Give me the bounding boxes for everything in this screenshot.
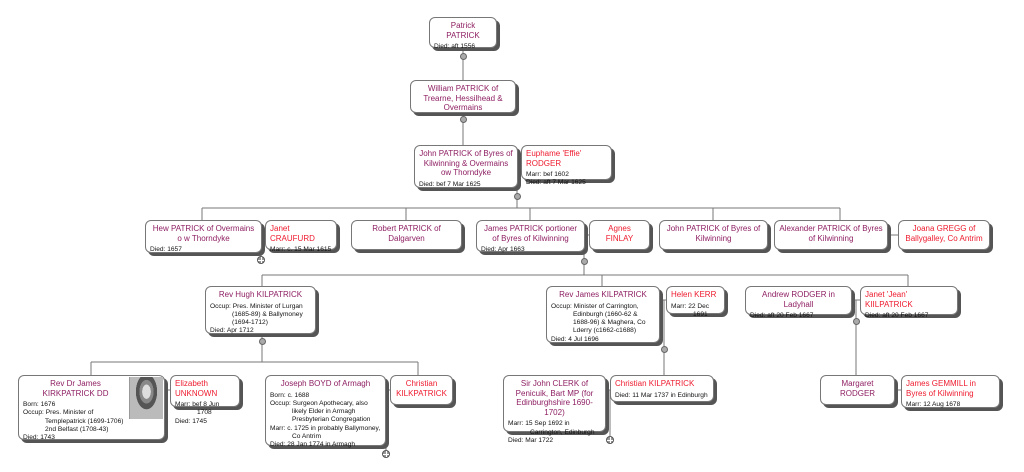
person-name: Janet 'Jean' KIILPATRICK [865,290,913,309]
person-name: Andrew RODGER in Ladyhall [762,290,835,309]
person-detail: Died: Apr 1712 [210,327,254,335]
person-detail: Died: Mar 1722 [508,436,554,444]
person-detail: Marr: bef 8 Jun 1708 [175,401,220,417]
person-detail: Died: 4 Jul 1696 [551,335,599,343]
person-name: Robert PATRICK of Dalgarven [372,224,441,243]
person-detail: Died: aft 7 Mar 1625 [526,179,586,187]
family-connector-knob[interactable] [853,318,860,325]
person-name: Alexander PATRICK of Byres of Kilwinning [779,224,883,243]
family-connector-knob[interactable] [460,53,467,60]
person-detail: Died: 11 Mar 1737 in Edinburgh [615,391,708,399]
person-card-hugh[interactable]: Rev Hugh KILPATRICK Occup: Pres. Minister… [205,286,316,334]
person-card-james1[interactable]: James PATRICK portioner of Byres of Kilw… [476,220,585,254]
person-name: John PATRICK of Byres of Kilwinning & Ov… [419,149,513,178]
person-detail: Occup: Pres. Minister of Templepatrick (… [23,409,124,433]
person-card-janetj[interactable]: Janet 'Jean' KIILPATRICK Died: aft 20 Feb… [860,286,958,319]
expand-descendants-icon[interactable] [382,450,390,458]
person-name: James GEMMILL in Byres of Kilwinning [906,379,976,398]
person-card-elizabeth[interactable]: Elizabeth UNKNOWN Marr: bef 8 Jun 1708 Die… [170,375,240,425]
person-name: Rev Dr James KIRKPATRICK DD [42,379,109,398]
person-card-euphame[interactable]: Euphame 'Effie' RODGER Marr: bef 1602 Died… [521,145,612,186]
person-detail: Occup: Surgeon Apothecary, also likely E… [270,399,371,424]
person-name: Elizabeth UNKNOWN [175,379,218,398]
person-name: Christian KILKPATRICK [396,379,447,398]
person-detail: Died: 1657 [150,246,182,254]
person-card-clerk[interactable]: Sir John CLERK of Penicuik, Bart MP (for… [503,375,606,444]
person-card-margaret[interactable]: Margaret RODGER [820,375,895,405]
person-card-joana[interactable]: Joana GREGG of Ballygalley, Co Antrim [898,220,990,250]
person-name: John PATRICK of Byres of Kilwinning [666,224,761,243]
person-card-helen[interactable]: Helen KERR Marr: 22 Dec 1691 [666,286,725,318]
family-connector-knob[interactable] [259,338,266,345]
family-connector-knob[interactable] [581,258,588,265]
person-card-christian2[interactable]: Christian KILPATRICK Died: 11 Mar 1737 in… [610,375,714,402]
person-detail: Died: aft 20 Feb 1667 [865,312,929,320]
person-card-janetc[interactable]: Janet CRAUFURD Marr: c. 15 Mar 1615 [265,220,337,253]
person-card-gemmill[interactable]: James GEMMILL in Byres of Kilwinning Marr… [901,375,1000,408]
portrait-image [129,377,163,419]
person-name: Rev Hugh KILPATRICK [218,290,303,299]
person-card-joseph[interactable]: Joseph BOYD of Armagh Born: c. 1688 Occup:… [265,375,386,448]
person-card-agnes[interactable]: Agnes FINLAY [589,220,650,250]
person-detail: Marr: c. 15 Mar 1615 [270,246,332,254]
person-name: Sir John CLERK of Penicuik, Bart MP (for… [515,379,594,417]
expand-descendants-icon[interactable] [606,436,614,444]
person-name: Patrick PATRICK [446,21,480,40]
person-detail: Died: bef 7 Mar 1625 [419,180,481,188]
person-detail: Marr: 22 Dec 1691 [671,302,710,318]
person-name: Janet CRAUFURD [270,224,315,243]
person-name: Joana GREGG of Ballygalley, Co Antrim [905,224,983,243]
person-name: Helen KERR [671,290,717,299]
person-detail: Died: aft 1556 [434,43,476,51]
person-card-patrick[interactable]: Patrick PATRICK Died: aft 1556 [429,17,497,51]
person-name: Joseph BOYD of Armagh [280,379,371,388]
person-detail: Born: 1676 [23,401,56,409]
person-detail: Died: aft 20 Feb 1667 [750,312,814,320]
person-name: Hew PATRICK of Overmains o w Thorndyke [152,224,255,243]
person-card-john1[interactable]: John PATRICK of Byres of Kilwinning & Ov… [414,145,518,188]
person-name: Rev James KILPATRICK [559,290,647,299]
person-detail: Died: 1743 [23,434,55,442]
person-name: James PATRICK portioner of Byres of Kilw… [483,224,578,243]
person-detail: Marr: 12 Aug 1678 [906,401,961,409]
person-detail: Occup: Minister of Carrington, Edinburgh… [551,302,646,335]
person-card-robert[interactable]: Robert PATRICK of Dalgarven [351,220,462,250]
person-name: Christian KILPATRICK [615,379,695,388]
person-card-william[interactable]: William PATRICK of Trearne, Hessilhead &… [410,80,516,113]
expand-descendants-icon[interactable] [257,256,265,264]
person-card-drjames[interactable]: Rev Dr James KIRKPATRICK DD Born: 1676 Occ… [18,375,165,442]
person-card-john2[interactable]: John PATRICK of Byres of Kilwinning [659,220,768,250]
person-card-andrew[interactable]: Andrew RODGER in Ladyhall Died: aft 20 Fe… [745,286,852,319]
person-name: Euphame 'Effie' RODGER [526,149,582,168]
person-name: William PATRICK of Trearne, Hessilhead &… [423,84,503,113]
person-detail: Died: Apr 1663 [481,246,525,254]
person-card-hew[interactable]: Hew PATRICK of Overmains o w Thorndyke Di… [145,220,262,253]
person-detail: Born: c. 1688 [270,391,310,399]
person-detail: Died: 28 Jan 1774 in Armagh [270,441,356,448]
person-card-christiank[interactable]: Christian KILKPATRICK [390,375,453,405]
person-detail: Marr: 15 Sep 1692 in Carrington, Edinbur… [508,420,595,436]
person-detail: Marr: c. 1725 in probably Ballymoney, Co… [270,424,381,440]
person-detail: Occup: Pres. Minister of Lurgan (1685-89… [210,302,303,327]
family-connector-knob[interactable] [661,346,668,353]
family-connector-knob[interactable] [460,116,467,123]
family-connector-knob[interactable] [514,193,521,200]
person-card-revjames[interactable]: Rev James KILPATRICK Occup: Minister of C… [546,286,660,343]
person-detail: Marr: bef 1602 [526,171,569,179]
person-name: Agnes FINLAY [605,224,634,243]
person-name: Margaret RODGER [839,379,876,398]
person-card-alexander[interactable]: Alexander PATRICK of Byres of Kilwinning [774,220,888,250]
person-detail: Died: 1745 [175,417,207,425]
